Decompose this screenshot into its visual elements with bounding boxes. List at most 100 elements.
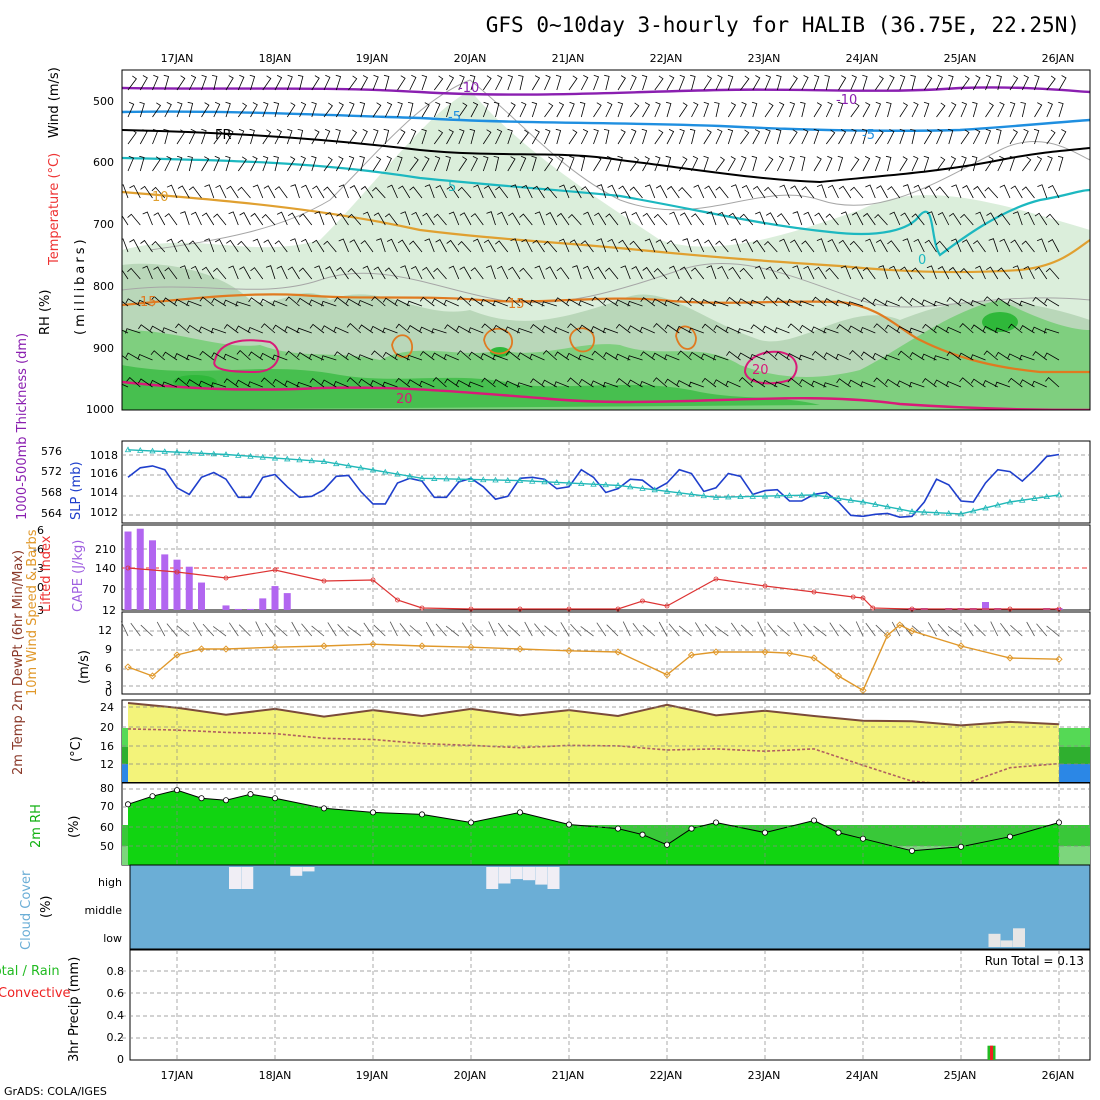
wind-barb xyxy=(321,355,337,361)
wind-barb xyxy=(568,129,578,145)
wind-barb xyxy=(972,101,978,118)
wind-barb xyxy=(691,155,699,172)
wind-barb xyxy=(448,211,460,226)
wind-barb xyxy=(593,266,607,280)
wind-barb xyxy=(752,75,761,91)
temp2m-axis-label: 2m Temp 2m DewPt (6hr Min/Max) xyxy=(11,550,26,775)
temp2m-tick: 24 xyxy=(100,701,114,714)
wind-barb xyxy=(1007,377,1023,388)
wind-barb xyxy=(519,213,533,226)
wind-barb xyxy=(211,352,227,361)
wind-barb xyxy=(704,239,717,253)
wind-barb xyxy=(603,297,619,307)
wind10-unit-label: (m/s) xyxy=(77,650,92,684)
wind10-barb xyxy=(1000,622,1011,637)
wind10-barb xyxy=(947,626,962,637)
rh-dark-area xyxy=(122,365,820,410)
wind-barb xyxy=(862,156,871,172)
li-tick: 6 xyxy=(37,524,44,537)
wind-barb xyxy=(786,353,802,361)
wind-barb xyxy=(314,211,325,226)
date-label: 21JAN xyxy=(552,52,585,65)
wind-barb xyxy=(933,300,949,307)
temp2m-area xyxy=(128,703,1059,782)
lifted-index-marker xyxy=(1007,606,1013,612)
wind-barb xyxy=(706,211,717,226)
wind-barb xyxy=(835,353,851,361)
wind-barb xyxy=(873,377,888,388)
wind-barb xyxy=(308,299,325,307)
wind-barb xyxy=(371,296,386,307)
wind-barb xyxy=(397,239,411,253)
wind-barb xyxy=(816,184,827,199)
wind-barb xyxy=(727,102,737,118)
wind-barb xyxy=(492,354,508,361)
wind-barb xyxy=(827,184,839,199)
wind-barb xyxy=(1048,184,1060,199)
wind-barb xyxy=(921,299,937,307)
wind-barb xyxy=(529,353,545,361)
wind-barb xyxy=(152,128,159,145)
wind-barb xyxy=(827,238,839,253)
wind-barb xyxy=(986,212,999,226)
wind-barb xyxy=(644,238,656,253)
wind-barb xyxy=(201,128,207,145)
wind-barb xyxy=(122,215,129,226)
wind-barb xyxy=(386,238,398,253)
pressure-tick: 700 xyxy=(93,218,114,231)
wind10-barb xyxy=(973,624,986,637)
wind-barb xyxy=(813,156,822,172)
contour-label: 0 xyxy=(918,253,926,268)
wind-barb xyxy=(851,266,864,280)
wind-barb xyxy=(335,74,342,91)
wind-barb xyxy=(885,378,901,388)
cape-bar xyxy=(982,602,989,610)
wind-barb xyxy=(1032,296,1048,307)
wind-barb xyxy=(481,377,496,388)
thickness-marker xyxy=(284,455,291,462)
wind10-marker xyxy=(467,643,475,651)
wind-barb xyxy=(213,267,227,280)
wind-barb xyxy=(1032,351,1048,361)
wind-barb xyxy=(493,324,509,334)
wind-barb xyxy=(713,325,729,334)
thickness-marker xyxy=(1043,493,1050,500)
wind-barb xyxy=(545,212,558,226)
wind-barb xyxy=(543,186,558,199)
wind-barb xyxy=(983,296,999,307)
wind10-barb xyxy=(694,622,705,637)
wind-barb xyxy=(605,213,619,226)
wind-barb xyxy=(409,240,423,253)
wind-barb xyxy=(848,325,864,334)
wind10-marker xyxy=(1055,655,1063,663)
wind-barb xyxy=(204,238,215,253)
wind-barb xyxy=(775,128,782,145)
wind10-barb xyxy=(140,624,153,637)
wind-barb xyxy=(507,74,514,91)
wind-barb xyxy=(629,240,643,253)
wind-barb xyxy=(862,102,871,118)
thickness-marker xyxy=(369,466,377,473)
wind-barb xyxy=(1021,156,1032,172)
footer-credit: GrADS: COLA/IGES xyxy=(4,1085,107,1098)
wind-barb xyxy=(541,379,557,388)
wind-barb xyxy=(706,265,717,280)
wind-barb xyxy=(424,184,435,199)
rh2m-marker xyxy=(198,795,205,802)
wind-barb xyxy=(801,186,815,199)
wind-barb xyxy=(142,265,153,280)
wind-barb xyxy=(1034,266,1048,280)
wind-barb xyxy=(446,75,455,91)
wind-barb xyxy=(142,211,153,226)
wind-barb xyxy=(604,74,610,91)
thickness-marker xyxy=(676,489,683,496)
wind-barb xyxy=(948,102,957,118)
wind-barb xyxy=(376,238,386,253)
wind-barb xyxy=(640,297,656,307)
wind-barb xyxy=(530,378,545,388)
wind-barb xyxy=(285,350,300,361)
wind-barb xyxy=(309,323,325,334)
wind-barb xyxy=(372,187,386,199)
wind-barb xyxy=(210,327,227,334)
wind10-barb xyxy=(855,621,864,637)
